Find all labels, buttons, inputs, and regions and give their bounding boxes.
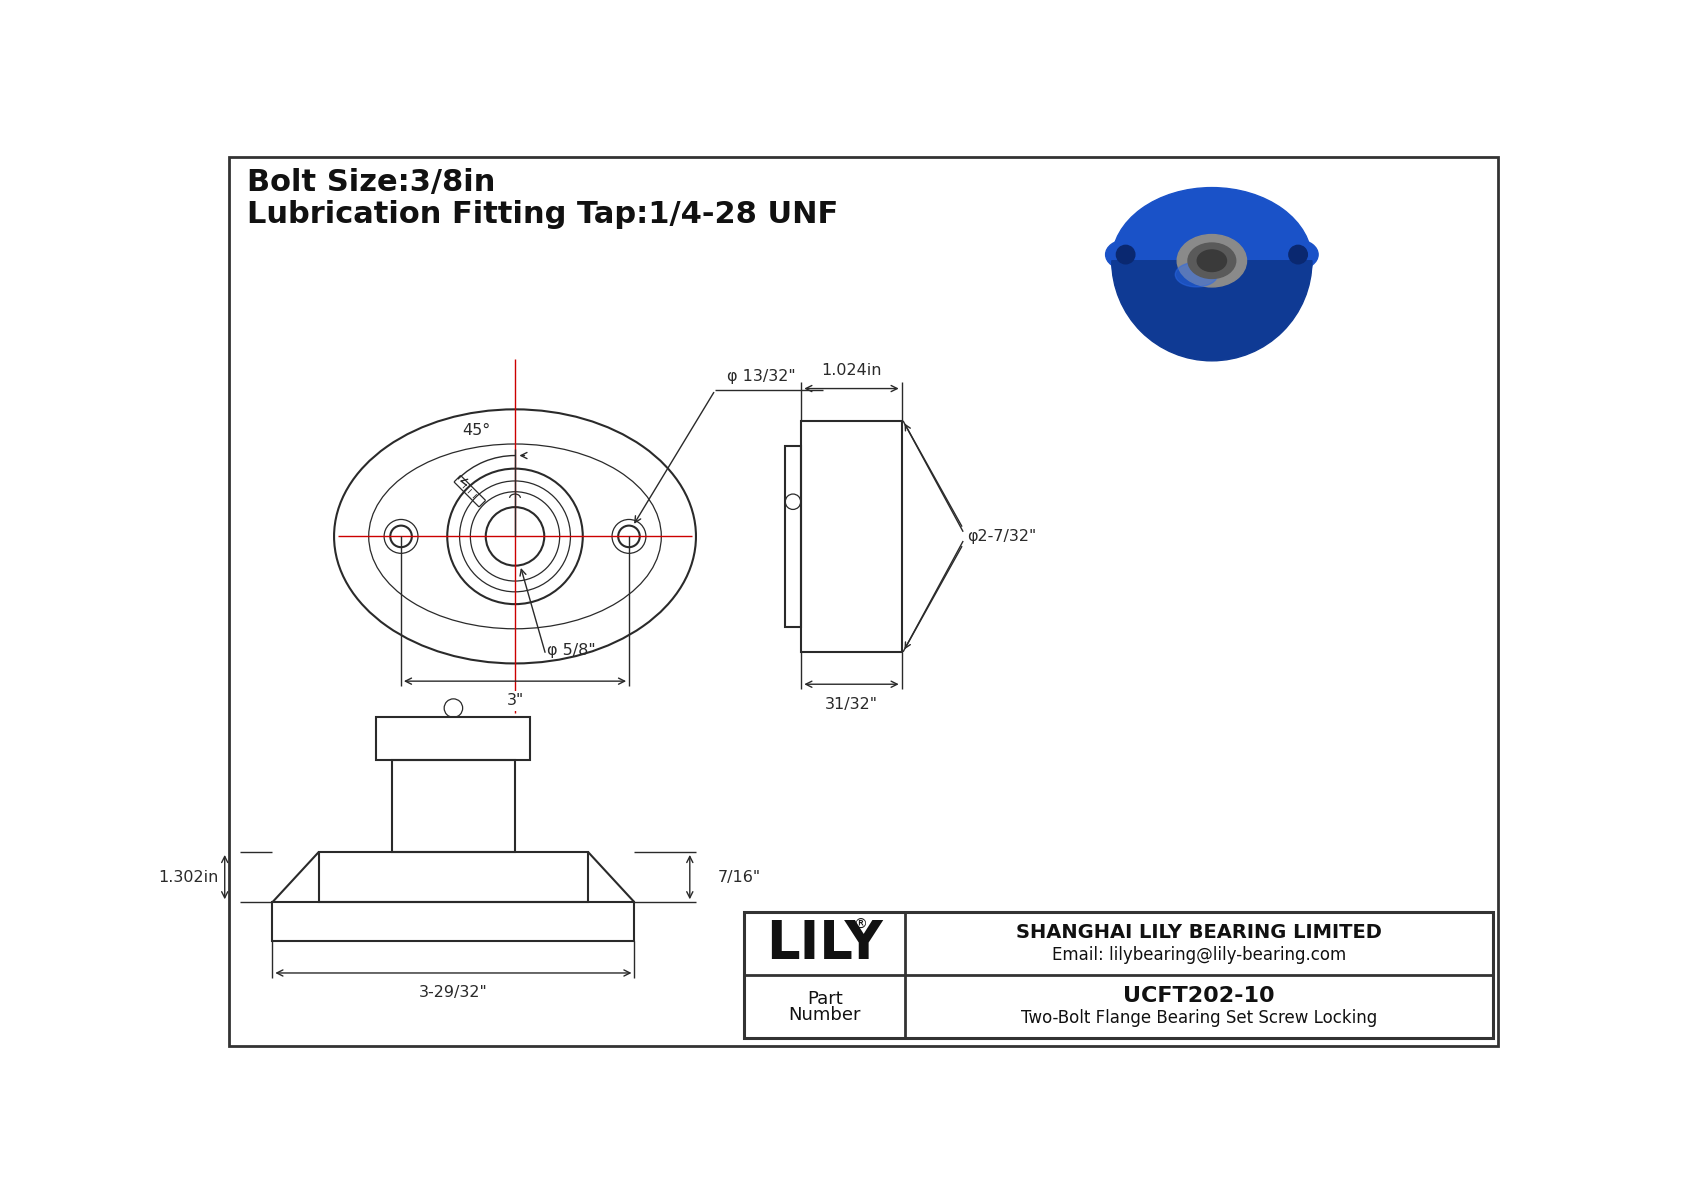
Circle shape bbox=[1116, 245, 1135, 264]
Text: 7/16": 7/16" bbox=[717, 869, 761, 885]
Text: φ 5/8": φ 5/8" bbox=[547, 643, 596, 657]
Ellipse shape bbox=[1187, 243, 1236, 279]
Ellipse shape bbox=[1278, 239, 1319, 269]
Text: 45°: 45° bbox=[463, 423, 490, 438]
Text: 1.302in: 1.302in bbox=[158, 869, 219, 885]
Circle shape bbox=[1288, 245, 1307, 264]
Text: Two-Bolt Flange Bearing Set Screw Locking: Two-Bolt Flange Bearing Set Screw Lockin… bbox=[1021, 1009, 1378, 1027]
Text: φ 13/32": φ 13/32" bbox=[727, 369, 795, 384]
Text: Bolt Size:3/8in: Bolt Size:3/8in bbox=[248, 168, 495, 197]
Text: Part: Part bbox=[807, 990, 842, 1008]
Text: SHANGHAI LILY BEARING LIMITED: SHANGHAI LILY BEARING LIMITED bbox=[1015, 923, 1383, 942]
Text: Email: lilybearing@lily-bearing.com: Email: lilybearing@lily-bearing.com bbox=[1052, 946, 1346, 964]
Text: LILY: LILY bbox=[766, 918, 884, 969]
Text: φ2-7/32": φ2-7/32" bbox=[967, 529, 1036, 544]
Ellipse shape bbox=[1106, 239, 1145, 269]
Ellipse shape bbox=[1197, 250, 1226, 272]
Text: 31/32": 31/32" bbox=[825, 697, 877, 711]
Ellipse shape bbox=[1177, 235, 1246, 287]
Ellipse shape bbox=[1111, 187, 1312, 333]
Text: ®: ® bbox=[852, 918, 867, 933]
Text: UCFT202-10: UCFT202-10 bbox=[1123, 986, 1275, 1006]
Text: 3-29/32": 3-29/32" bbox=[419, 985, 488, 1000]
Text: 1.024in: 1.024in bbox=[822, 363, 882, 378]
Text: 3": 3" bbox=[507, 693, 524, 709]
Ellipse shape bbox=[1175, 262, 1218, 287]
Text: Number: Number bbox=[788, 1005, 861, 1023]
Text: Lubrication Fitting Tap:1/4-28 UNF: Lubrication Fitting Tap:1/4-28 UNF bbox=[248, 200, 839, 229]
Wedge shape bbox=[1111, 261, 1312, 361]
